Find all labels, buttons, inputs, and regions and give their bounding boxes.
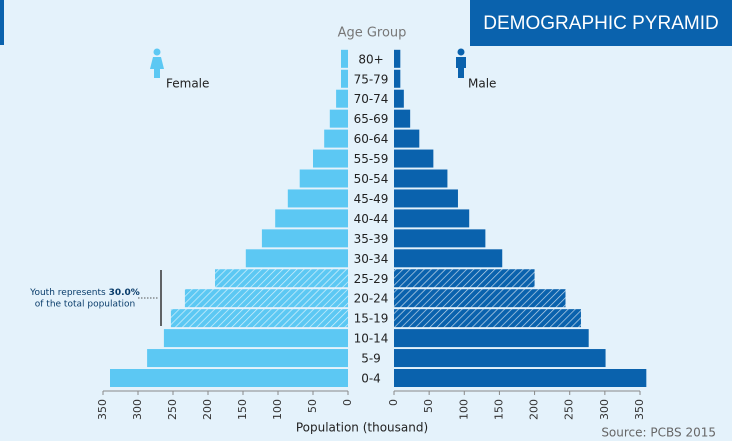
bar-male [394,149,434,168]
category-label: 10-14 [354,332,389,346]
bar-male [394,369,647,387]
bar-female [313,149,348,168]
category-axis-label: Age Group [338,26,407,41]
category-label: 65-69 [354,112,389,126]
bar-female [147,349,348,368]
annotation-line-2: of the total population [35,300,136,310]
category-label: 75-79 [354,72,389,86]
source: Source: PCBS 2015 [601,426,716,440]
bar-male [394,89,404,108]
bar-male [394,109,411,128]
bar-female [261,229,348,248]
x-tick-label: 300 [131,399,144,420]
bar-female [170,309,348,328]
bar-male [394,69,401,88]
category-label: 30-34 [354,252,389,266]
title-box [470,0,732,46]
bar-female [329,109,348,128]
x-tick-label: 0 [387,399,400,406]
bar-female [110,369,348,387]
x-tick-label: 150 [236,399,249,420]
x-tick-label: 150 [492,399,505,420]
category-label: 35-39 [354,232,389,246]
bar-female [336,89,348,108]
bar-female [287,189,348,208]
x-tick-label: 350 [633,399,646,420]
bar-male [394,189,458,208]
legend-label: Female [166,77,209,91]
x-tick-label: 250 [166,399,179,420]
bar-male [394,329,589,348]
edge-strip [0,0,4,45]
x-tick-label: 100 [271,399,284,420]
category-label: 70-74 [354,92,389,106]
x-tick-label: 100 [457,399,470,420]
category-label: 45-49 [354,192,389,206]
category-label: 60-64 [354,132,389,146]
annotation-line-1: Youth represents 30.0% [29,288,140,298]
x-tick-label: 300 [598,399,611,420]
category-label: 80+ [358,52,383,66]
x-axis-label: Population (thousand) [296,421,428,435]
bar-male [394,249,503,268]
bar-female [245,249,348,268]
x-tick-label: 0 [341,399,354,406]
x-tick-label: 250 [563,399,576,420]
x-tick-label: 50 [306,399,319,413]
bar-male [394,309,581,328]
x-tick-label: 50 [422,399,435,413]
bar-male [394,349,606,368]
category-label: 40-44 [354,212,389,226]
bar-male [394,169,448,188]
male-icon [456,48,466,78]
bar-female [324,129,348,148]
legend-label: Male [468,77,496,91]
annotation-text: Youth represents [29,288,106,298]
bar-male [394,229,486,248]
bar-female [275,209,348,228]
x-tick-label: 350 [96,399,109,420]
x-tick-label: 200 [201,399,214,420]
bar-female [184,289,348,308]
bar-male [394,289,566,308]
category-label: 50-54 [354,172,389,186]
category-label: 20-24 [354,292,389,306]
bar-male [394,129,420,148]
category-label: 5-9 [361,352,381,366]
bar-female [215,269,348,288]
female-icon [150,48,164,78]
category-label: 25-29 [354,272,389,286]
bar-female [299,169,348,188]
bar-female [341,49,348,68]
bar-male [394,269,535,288]
chart-title: DEMOGRAPHIC PYRAMID [483,13,718,34]
annotation-value: 30.0% [109,288,140,298]
category-label: 0-4 [361,372,381,386]
bar-male [394,49,401,68]
category-label: 15-19 [354,312,389,326]
bar-female [341,69,348,88]
bar-male [394,209,470,228]
bar-female [163,329,348,348]
category-label: 55-59 [354,152,389,166]
x-tick-label: 200 [528,399,541,420]
